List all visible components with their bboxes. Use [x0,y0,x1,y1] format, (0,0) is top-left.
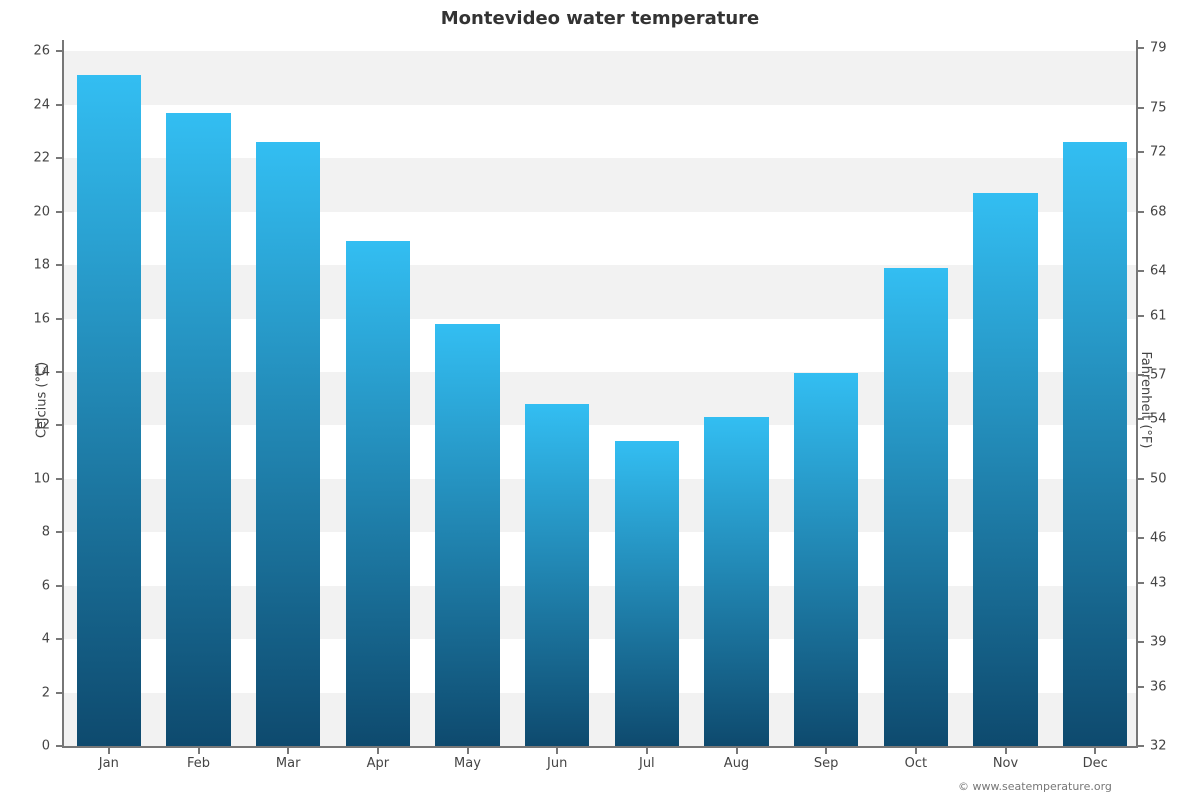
bar [973,193,1038,746]
bar [794,373,859,746]
y-left-tick-label: 16 [33,311,50,326]
y-right-tick-label: 36 [1150,679,1167,694]
y-right-tick-mark [1136,582,1144,584]
y-right-tick-mark [1136,151,1144,153]
x-tick-label: Nov [993,756,1018,771]
y-left-tick-mark [56,371,64,373]
y-left-tick-label: 20 [33,204,50,219]
x-tick-label: Sep [814,756,839,771]
y-left-tick-label: 14 [33,364,50,379]
y-right-tick-mark [1136,537,1144,539]
x-tick-label: Jun [547,756,567,771]
grid-band [64,51,1136,104]
bar [1063,142,1128,746]
y-right-tick-label: 64 [1150,264,1167,279]
x-tick-mark [736,746,738,754]
y-axis-right-label: Fahrenheit (°F) [1138,352,1153,449]
y-left-tick-label: 8 [42,525,50,540]
chart-title: Montevideo water temperature [0,8,1200,29]
y-left-tick-label: 10 [33,471,50,486]
y-left-tick-mark [56,104,64,106]
bar [435,324,500,746]
x-tick-mark [1094,746,1096,754]
x-tick-label: Mar [276,756,301,771]
x-tick-label: Oct [905,756,927,771]
x-tick-mark [198,746,200,754]
x-tick-mark [646,746,648,754]
x-tick-mark [1005,746,1007,754]
y-right-tick-label: 50 [1150,471,1167,486]
copyright-text: © www.seatemperature.org [958,780,1112,793]
y-right-tick-label: 72 [1150,145,1167,160]
x-tick-label: Apr [367,756,390,771]
y-left-tick-label: 12 [33,418,50,433]
y-right-tick-label: 68 [1150,204,1167,219]
bar [346,241,411,746]
x-tick-mark [467,746,469,754]
y-right-tick-label: 54 [1150,412,1167,427]
y-right-tick-mark [1136,211,1144,213]
y-left-tick-mark [56,478,64,480]
y-left-tick-label: 0 [42,739,50,754]
y-left-tick-label: 2 [42,685,50,700]
y-left-tick-mark [56,50,64,52]
bar [884,268,949,746]
y-left-tick-mark [56,745,64,747]
y-left-tick-mark [56,211,64,213]
y-right-tick-mark [1136,270,1144,272]
y-right-tick-mark [1136,478,1144,480]
y-right-tick-mark [1136,686,1144,688]
bar [704,417,769,746]
bar [615,441,680,746]
x-tick-label: Dec [1083,756,1108,771]
y-left-tick-mark [56,157,64,159]
plot-area: 0246810121416182022242632363943465054576… [62,40,1138,748]
y-left-tick-mark [56,318,64,320]
x-tick-label: Feb [187,756,210,771]
x-tick-label: Aug [724,756,749,771]
x-tick-mark [825,746,827,754]
y-left-tick-mark [56,638,64,640]
y-right-tick-mark [1136,641,1144,643]
y-left-tick-mark [56,692,64,694]
x-tick-label: May [454,756,481,771]
y-left-tick-label: 18 [33,258,50,273]
x-tick-label: Jan [99,756,119,771]
y-right-tick-label: 43 [1150,575,1167,590]
x-tick-mark [377,746,379,754]
y-right-tick-label: 75 [1150,100,1167,115]
bar [77,75,142,746]
y-right-tick-label: 39 [1150,635,1167,650]
x-tick-label: Jul [639,756,655,771]
y-left-tick-mark [56,424,64,426]
y-right-tick-label: 57 [1150,367,1167,382]
y-right-tick-mark [1136,418,1144,420]
y-right-tick-label: 32 [1150,739,1167,754]
y-left-tick-label: 24 [33,97,50,112]
x-tick-mark [108,746,110,754]
chart-container: Montevideo water temperature Celcius (°C… [0,0,1200,800]
y-left-tick-mark [56,531,64,533]
bar [525,404,590,746]
y-left-tick-label: 22 [33,151,50,166]
y-right-tick-mark [1136,745,1144,747]
y-left-tick-mark [56,264,64,266]
y-right-tick-mark [1136,47,1144,49]
y-right-tick-mark [1136,107,1144,109]
y-right-tick-mark [1136,315,1144,317]
bar [166,113,231,746]
x-tick-mark [287,746,289,754]
bar [256,142,321,746]
y-left-tick-label: 6 [42,578,50,593]
y-right-tick-label: 79 [1150,41,1167,56]
x-tick-mark [915,746,917,754]
y-left-tick-mark [56,585,64,587]
y-left-tick-label: 4 [42,632,50,647]
y-left-tick-label: 26 [33,44,50,59]
y-right-tick-label: 61 [1150,308,1167,323]
y-right-tick-label: 46 [1150,531,1167,546]
y-right-tick-mark [1136,374,1144,376]
x-tick-mark [556,746,558,754]
